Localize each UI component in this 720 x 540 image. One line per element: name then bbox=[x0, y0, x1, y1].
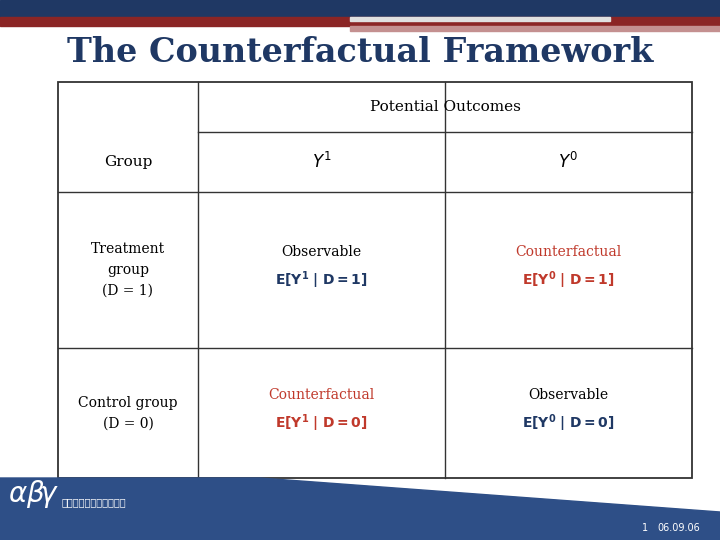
Text: The Counterfactual Framework: The Counterfactual Framework bbox=[67, 36, 653, 69]
Text: $\mathbf{E[Y^0\ |\ D = 1]}$: $\mathbf{E[Y^0\ |\ D = 1]}$ bbox=[522, 269, 615, 291]
Text: Control group
(D = 0): Control group (D = 0) bbox=[78, 396, 178, 430]
Text: Group: Group bbox=[104, 155, 152, 169]
Polygon shape bbox=[0, 478, 720, 540]
Text: 1: 1 bbox=[642, 523, 648, 533]
Text: 資料庫研究與統計方法學: 資料庫研究與統計方法學 bbox=[62, 497, 127, 507]
Text: Counterfactual: Counterfactual bbox=[516, 245, 621, 259]
Text: Treatment
group
(D = 1): Treatment group (D = 1) bbox=[91, 242, 165, 298]
Text: $Y^1$: $Y^1$ bbox=[312, 152, 331, 172]
Bar bbox=[350, 17, 610, 21]
Text: Observable: Observable bbox=[282, 245, 361, 259]
Text: $\mathbf{E[Y^0\ |\ D = 0]}$: $\mathbf{E[Y^0\ |\ D = 0]}$ bbox=[522, 412, 615, 434]
Bar bbox=[58, 82, 692, 478]
Text: $\alpha\beta\!\gamma$: $\alpha\beta\!\gamma$ bbox=[8, 478, 59, 510]
Text: 06.09.06: 06.09.06 bbox=[657, 523, 700, 533]
Text: $\mathbf{E[Y^1\ |\ D = 0]}$: $\mathbf{E[Y^1\ |\ D = 0]}$ bbox=[275, 412, 368, 434]
Text: Potential Outcomes: Potential Outcomes bbox=[369, 100, 521, 114]
Text: Observable: Observable bbox=[528, 388, 608, 402]
Text: $\mathbf{E[Y^1\ |\ D = 1]}$: $\mathbf{E[Y^1\ |\ D = 1]}$ bbox=[275, 269, 368, 291]
Text: $Y^0$: $Y^0$ bbox=[559, 152, 578, 172]
Text: Counterfactual: Counterfactual bbox=[269, 388, 374, 402]
Bar bbox=[0, 0, 720, 18]
Bar bbox=[0, 17, 720, 26]
Bar bbox=[350, 26, 720, 31]
